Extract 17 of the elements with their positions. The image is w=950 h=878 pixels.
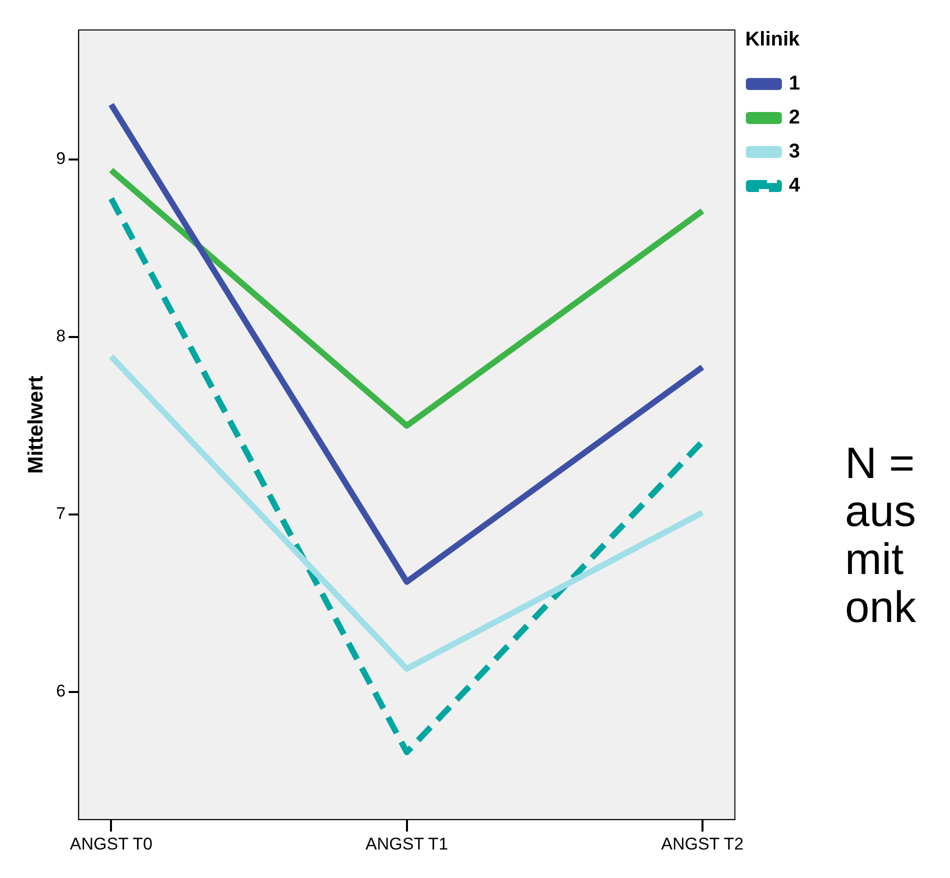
legend-label: 4 <box>788 174 801 197</box>
text: mit <box>845 535 905 584</box>
y-tick-label: 6 <box>56 682 66 701</box>
x-tick-label: ANGST T2 <box>661 834 744 854</box>
text: N = <box>845 439 916 488</box>
legend-label: 2 <box>788 106 800 129</box>
y-tick-label: 8 <box>56 326 66 346</box>
legend-label: 3 <box>788 140 800 163</box>
y-tick-label: 9 <box>56 149 66 168</box>
text: onk <box>845 583 916 632</box>
y-tick-label: 7 <box>56 504 66 524</box>
legend-label: 1 <box>788 72 800 95</box>
legend-title: Klinik <box>745 28 801 51</box>
x-tick-label: ANGST T1 <box>366 834 448 854</box>
text: aus <box>845 487 916 536</box>
y-axis-title: Mittelwert <box>24 376 48 474</box>
x-tick-label: ANGST T0 <box>70 834 152 854</box>
